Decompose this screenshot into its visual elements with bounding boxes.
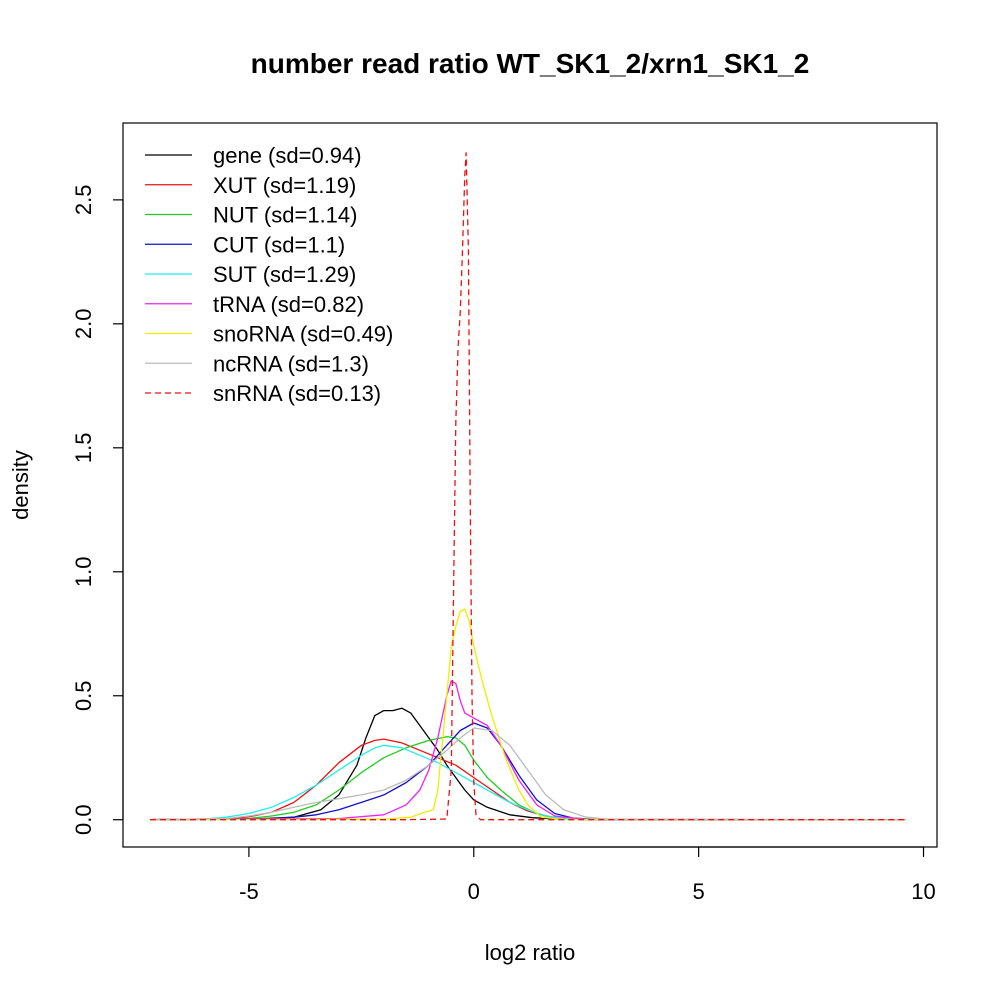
legend-label: CUT (sd=1.1) (213, 232, 345, 257)
x-tick-label: 10 (911, 879, 935, 904)
legend-label: NUT (sd=1.14) (213, 203, 357, 228)
legend-label: ncRNA (sd=1.3) (213, 351, 369, 376)
legend-label: snRNA (sd=0.13) (213, 381, 381, 406)
x-tick-label: 5 (693, 879, 705, 904)
y-tick-label: 1.0 (71, 556, 96, 587)
chart-title: number read ratio WT_SK1_2/xrn1_SK1_2 (251, 48, 810, 79)
x-tick-label: -5 (239, 879, 259, 904)
series-layer (149, 152, 906, 821)
series-line-7 (149, 727, 906, 821)
series-line-5 (149, 680, 906, 821)
x-axis-label: log2 ratio (485, 940, 576, 965)
legend-label: XUT (sd=1.19) (213, 173, 356, 198)
series-line-4 (149, 744, 906, 821)
y-tick-label: 2.0 (71, 309, 96, 340)
y-tick-label: 1.5 (71, 433, 96, 464)
series-line-3 (149, 722, 906, 821)
y-tick-label: 0.5 (71, 680, 96, 711)
legend-label: tRNA (sd=0.82) (213, 292, 364, 317)
y-axis: 0.0 0.5 1.0 1.5 2.0 2.5 (71, 185, 124, 835)
series-line-0 (149, 707, 906, 821)
legend-label: gene (sd=0.94) (213, 143, 362, 168)
series-line-6 (149, 608, 906, 821)
x-tick-label: 0 (468, 879, 480, 904)
x-axis: -5 0 5 10 (239, 846, 936, 904)
legend-label: SUT (sd=1.29) (213, 262, 356, 287)
legend-label: snoRNA (sd=0.49) (213, 322, 393, 347)
series-line-8 (150, 152, 906, 821)
y-axis-label: density (8, 450, 33, 520)
y-tick-label: 0.0 (71, 804, 96, 835)
legend: gene (sd=0.94) XUT (sd=1.19) NUT (sd=1.14)… (145, 143, 393, 406)
y-tick-label: 2.5 (71, 185, 96, 216)
